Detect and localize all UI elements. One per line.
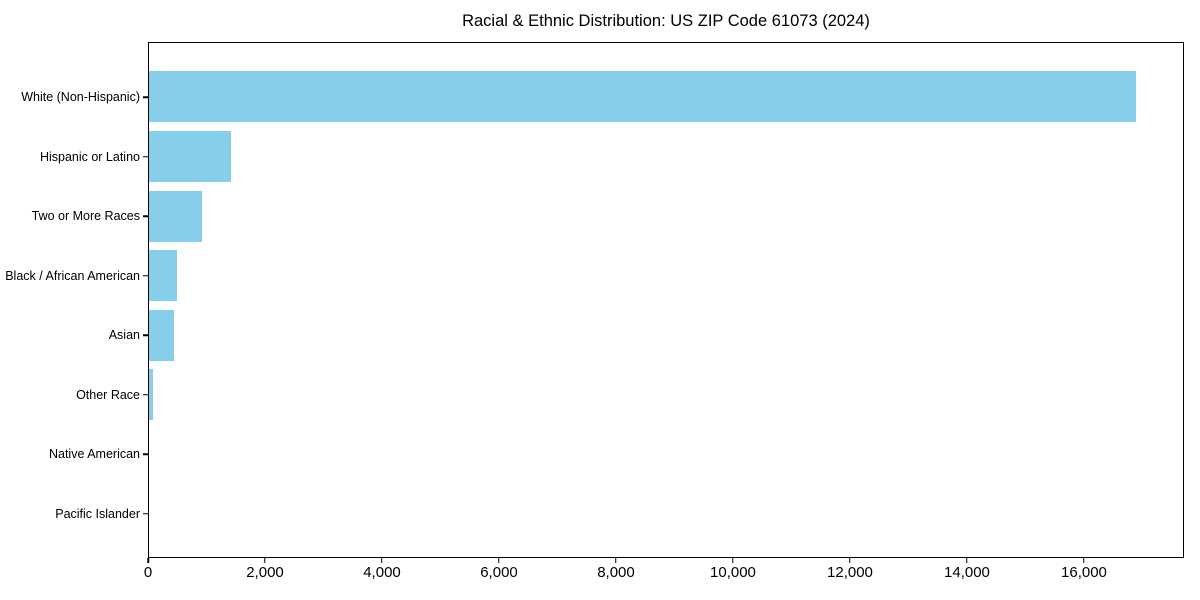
bar	[149, 190, 203, 242]
x-tick-mark	[615, 558, 617, 563]
bar-row	[149, 67, 1183, 127]
x-tick-mark	[381, 558, 383, 563]
y-tick-label: Other Race	[76, 387, 140, 402]
y-tick-mark	[143, 275, 148, 277]
x-tick-mark	[498, 558, 500, 563]
y-tick-label: Two or More Races	[31, 209, 140, 224]
x-tick-mark	[147, 558, 149, 563]
chart-title: Racial & Ethnic Distribution: US ZIP Cod…	[462, 12, 870, 30]
x-axis-ticks: 0 2,000 4,000 6,000 8,000 10,000 12,000 14,000 1…	[144, 558, 1184, 594]
bar-row	[149, 365, 1183, 425]
plot-area	[148, 42, 1184, 558]
bar	[149, 71, 1136, 123]
x-tick-mark	[264, 558, 266, 563]
y-tick-mark	[143, 96, 148, 98]
bar-row	[149, 127, 1183, 187]
x-tick-mark	[966, 558, 968, 563]
bar-row	[149, 425, 1183, 485]
y-tick-mark	[143, 334, 148, 336]
x-tick-label: 14,000	[944, 564, 990, 581]
bar-row	[149, 186, 1183, 246]
bar	[149, 369, 153, 421]
bar-row	[149, 306, 1183, 366]
x-tick-mark	[849, 558, 851, 563]
x-tick-label: 12,000	[827, 564, 873, 581]
x-tick-label: 2,000	[246, 564, 284, 581]
x-tick-label: 4,000	[363, 564, 401, 581]
y-tick-mark	[143, 453, 148, 455]
bar	[149, 309, 175, 361]
x-tick-label: 16,000	[1061, 564, 1107, 581]
y-tick-mark	[143, 156, 148, 158]
y-tick-mark	[143, 513, 148, 515]
x-tick-label: 8,000	[597, 564, 635, 581]
y-axis-labels: White (Non-Hispanic) Hispanic or Latino Tw…	[0, 68, 148, 544]
y-tick-mark	[143, 394, 148, 396]
bar	[149, 250, 178, 302]
x-tick-label: 6,000	[480, 564, 518, 581]
y-tick-label: Asian	[108, 328, 140, 343]
bar-row	[149, 484, 1183, 544]
bar	[149, 130, 232, 182]
x-tick-mark	[1083, 558, 1085, 563]
y-tick-label: Hispanic or Latino	[39, 149, 140, 164]
bars-container	[149, 67, 1183, 544]
y-tick-label: Black / African American	[5, 268, 140, 283]
x-tick-mark	[732, 558, 734, 563]
y-tick-label: White (Non-Hispanic)	[21, 90, 140, 105]
y-tick-mark	[143, 215, 148, 217]
x-tick-label: 10,000	[710, 564, 756, 581]
x-tick-label: 0	[143, 564, 153, 581]
bar-row	[149, 246, 1183, 306]
y-tick-label: Native American	[48, 447, 140, 462]
y-tick-label: Pacific Islander	[55, 506, 140, 521]
